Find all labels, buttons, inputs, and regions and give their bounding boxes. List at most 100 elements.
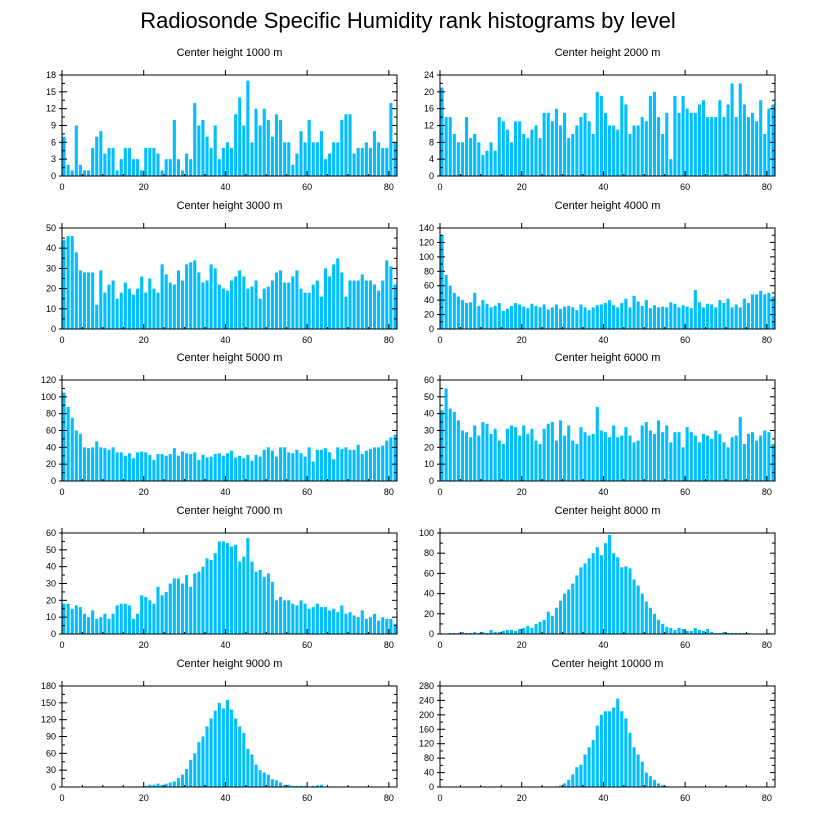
histogram-bar (213, 710, 217, 787)
histogram-bar (99, 270, 103, 329)
histogram-bar (62, 240, 66, 329)
histogram-bar (746, 632, 750, 634)
histogram-bar (628, 568, 632, 634)
histogram-bar (328, 153, 332, 176)
histogram-bar (526, 625, 530, 634)
histogram-bar (291, 603, 295, 634)
histogram-bar (558, 600, 563, 634)
histogram-bar (99, 617, 103, 634)
histogram-bar (168, 782, 172, 787)
histogram-bar (148, 784, 152, 787)
x-tick-label: 40 (598, 640, 608, 650)
histogram-bar (287, 282, 291, 329)
x-tick-label: 20 (139, 487, 149, 497)
histogram-bar (205, 558, 209, 634)
histogram-bar (440, 87, 444, 177)
histogram-bar (534, 305, 538, 329)
histogram-bar (514, 427, 518, 481)
histogram-bar (742, 298, 746, 329)
histogram-bar (624, 566, 628, 634)
histogram-bar (344, 613, 348, 634)
histogram-bar (172, 578, 176, 634)
histogram-bar (209, 718, 213, 787)
histogram-bar (279, 119, 283, 176)
histogram-bar (266, 447, 270, 481)
histogram-bar (315, 142, 319, 176)
histogram-bar (677, 307, 681, 329)
histogram-bar (152, 288, 156, 329)
histogram-bar (767, 432, 771, 481)
histogram-bar (469, 437, 473, 481)
histogram-bar (599, 304, 603, 329)
histogram-bar (718, 300, 722, 329)
histogram-bar (440, 235, 444, 329)
histogram-bar (726, 298, 730, 329)
histogram-bar (74, 252, 78, 329)
panel-title: Center height 5000 m (177, 352, 283, 364)
histogram-bar (759, 435, 763, 481)
histogram-bar (563, 435, 567, 481)
histogram-bar (258, 570, 262, 634)
histogram-bar (283, 142, 287, 176)
histogram-bar (279, 270, 283, 329)
histogram-bar (377, 620, 381, 634)
histogram-bar (213, 125, 217, 176)
histogram-bar (136, 159, 140, 176)
histogram-bar (295, 785, 299, 787)
histogram-bar (368, 147, 372, 176)
histogram-bar (571, 307, 575, 329)
histogram-bar (336, 447, 340, 481)
histogram-bar (311, 607, 315, 634)
histogram-bar (661, 432, 665, 481)
histogram-bar (144, 147, 148, 176)
histogram-bar (201, 119, 205, 176)
y-tick-label: 120 (41, 375, 56, 385)
histogram-bar (734, 117, 738, 176)
histogram-bar (571, 774, 575, 788)
histogram-bar (501, 443, 505, 481)
histogram-bar (554, 304, 558, 329)
y-tick-label: 12 (424, 121, 434, 131)
histogram-bar (575, 125, 579, 176)
histogram-bar (620, 711, 624, 787)
histogram-bar (242, 733, 246, 787)
y-tick-label: 24 (424, 70, 434, 80)
histogram-bar (746, 117, 750, 176)
histogram-bar (485, 632, 489, 634)
histogram-bar (497, 631, 501, 634)
histogram-bar (185, 453, 189, 481)
panel-title: Center height 4000 m (555, 200, 661, 212)
histogram-bar (591, 553, 595, 634)
histogram-bar (746, 433, 750, 481)
histogram-bar (262, 449, 266, 481)
histogram-bar (616, 698, 620, 788)
histogram-bar (771, 443, 775, 481)
histogram-bar (356, 147, 360, 176)
histogram-bar (348, 280, 352, 329)
histogram-bar (465, 432, 469, 481)
x-tick-label: 60 (302, 182, 312, 192)
histogram-bar (755, 440, 759, 481)
histogram-bar (738, 83, 742, 176)
histogram-bar (579, 764, 583, 787)
histogram-bar (230, 709, 234, 787)
y-tick-label: 8 (429, 137, 434, 147)
histogram-bar (567, 589, 571, 634)
histogram-bar (319, 784, 323, 787)
histogram-bar (242, 556, 246, 634)
x-tick-label: 60 (680, 793, 690, 803)
y-tick-label: 200 (419, 710, 434, 720)
histogram-bar (103, 448, 107, 481)
histogram-panel-2: Center height 2000 m 0 20 40 60 80 0 4 8 12 16 20 24 (424, 47, 776, 192)
x-tick-label: 40 (598, 487, 608, 497)
histogram-bar (70, 170, 74, 176)
histogram-bar (567, 425, 571, 481)
panel-title: Center height 3000 m (177, 200, 283, 212)
histogram-bar (473, 631, 477, 634)
x-tick-label: 0 (437, 793, 442, 803)
histogram-bar (185, 769, 189, 787)
histogram-bar (336, 142, 340, 176)
histogram-bar (230, 450, 234, 481)
y-tick-label: 0 (51, 782, 56, 792)
histogram-bar (70, 417, 74, 482)
